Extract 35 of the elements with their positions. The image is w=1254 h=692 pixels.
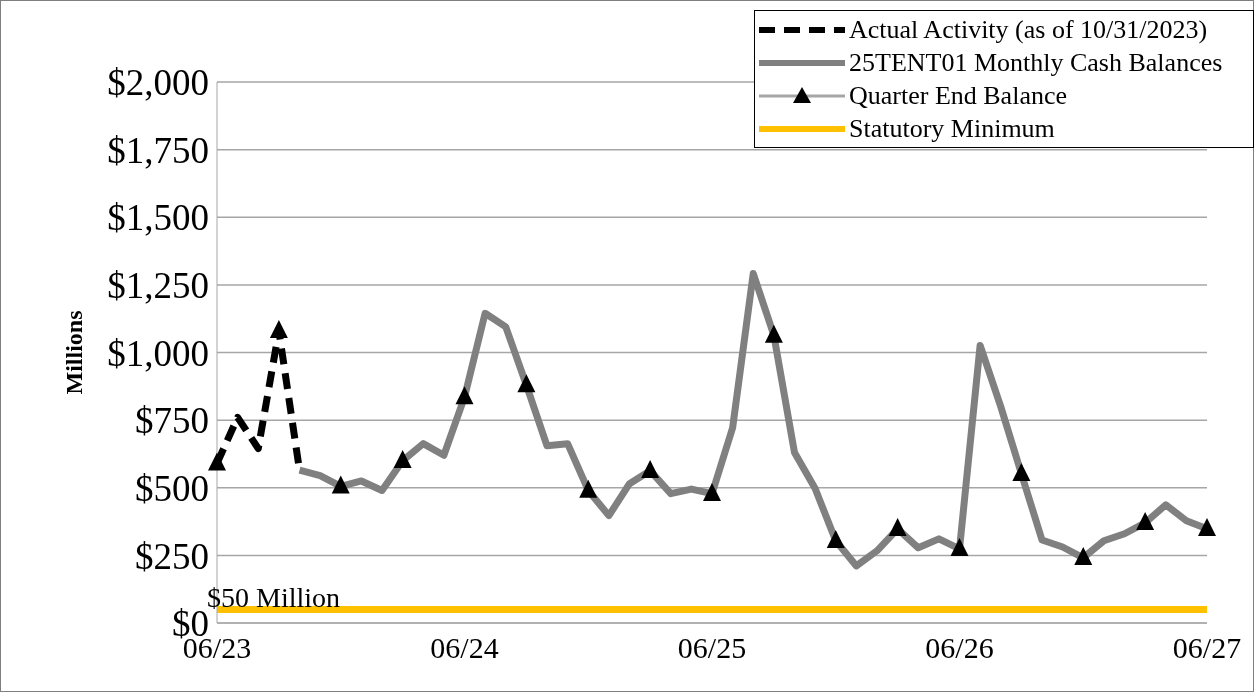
point <box>269 320 288 339</box>
x-tick-label: 06/27 <box>1172 631 1242 665</box>
y-tick-label: $750 <box>135 400 209 442</box>
point <box>393 449 412 468</box>
legend-label: Quarter End Balance <box>849 80 1068 112</box>
point <box>1074 547 1093 566</box>
point <box>641 459 660 478</box>
point <box>331 475 350 494</box>
point <box>455 386 474 405</box>
point <box>950 538 969 557</box>
point <box>703 482 721 501</box>
x-tick-label: 06/26 <box>925 631 994 665</box>
y-tick-label: $250 <box>135 535 209 577</box>
point <box>826 529 845 548</box>
y-tick-label: $1,000 <box>107 332 209 374</box>
legend-label: 25TENT01 Monthly Cash Balances <box>849 47 1223 79</box>
x-tick-label: 06/24 <box>430 631 499 665</box>
y-tick-label: $1,250 <box>107 265 209 307</box>
y-tick-label: $1,500 <box>107 197 209 239</box>
point <box>1012 462 1031 481</box>
y-tick-label: $500 <box>135 467 209 509</box>
y-tick-label: $2,000 <box>107 62 209 104</box>
point <box>517 374 536 393</box>
point <box>1136 512 1155 531</box>
point <box>764 324 783 343</box>
point <box>579 479 598 498</box>
x-tick-label: 06/25 <box>677 631 747 665</box>
legend-label: Statutory Minimum <box>849 113 1055 145</box>
legend-label: Actual Activity (as of 10/31/2023) <box>849 14 1208 46</box>
annotation: $50 Million <box>207 582 341 614</box>
point <box>888 518 907 537</box>
point <box>208 452 226 471</box>
y-axis-title: Millions <box>60 310 87 395</box>
point <box>1198 518 1216 537</box>
y-tick-label: $1,750 <box>107 129 209 171</box>
